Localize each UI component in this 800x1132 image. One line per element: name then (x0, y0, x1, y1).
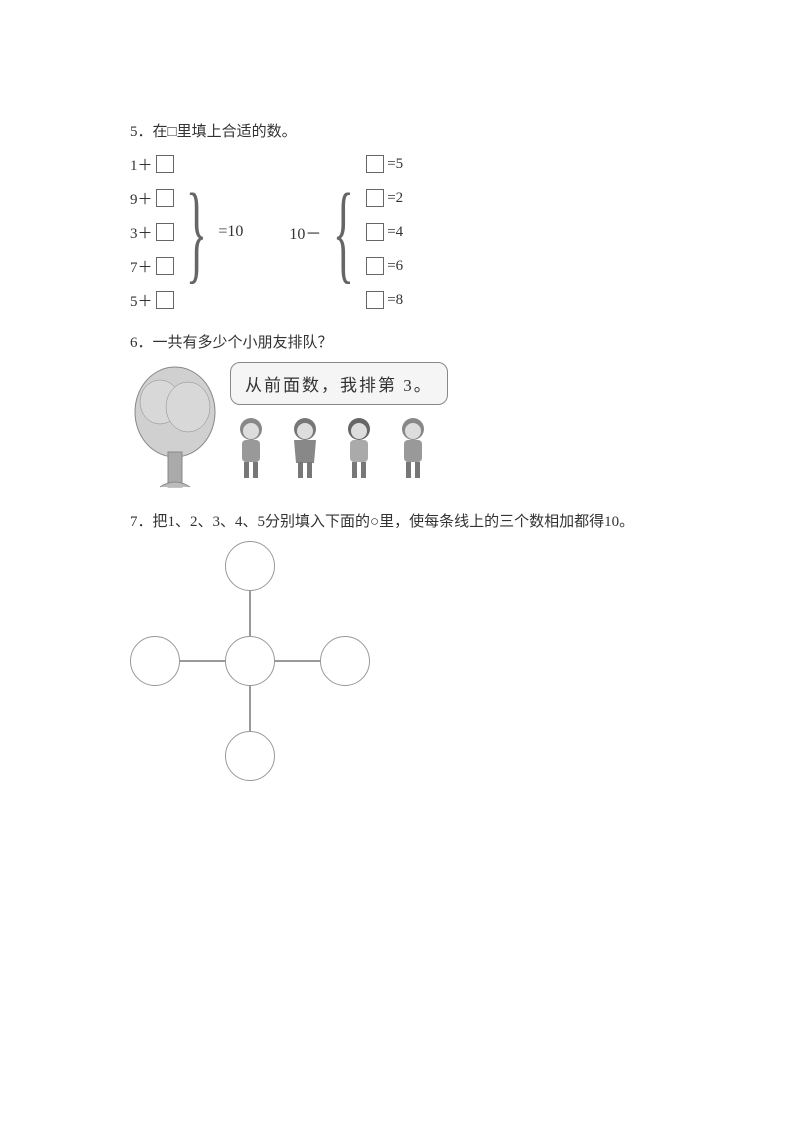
q6-text: 一共有多少个小朋友排队？ (153, 335, 333, 351)
kid-icon (284, 415, 326, 480)
answer-circle[interactable] (225, 541, 275, 591)
eq-text: =6 (387, 258, 403, 275)
q6-prompt: 6．一共有多少个小朋友排队？ (130, 331, 670, 352)
eq-text: 3＋ (130, 222, 153, 243)
question-6: 6．一共有多少个小朋友排队？ 从前面数，我排第 3。 (130, 331, 670, 492)
kid-icon (230, 415, 272, 480)
answer-circle[interactable] (225, 636, 275, 686)
eq-text: 7＋ (130, 256, 153, 277)
kid-icon (392, 415, 434, 480)
kids-row (230, 415, 448, 480)
kid-icon (338, 415, 380, 480)
q5-right-prefix: 10－ (289, 220, 321, 244)
answer-box[interactable] (156, 257, 174, 275)
q5-number: 5 (130, 124, 138, 140)
eq-text: =8 (387, 292, 403, 309)
q5-equations: 1＋ 9＋ 3＋ 7＋ 5＋ } =10 10－ { =5 =2 =4 =6 =… (130, 151, 670, 313)
question-7: 7．把1、2、3、4、5分别填入下面的○里，使每条线上的三个数相加都得10。 (130, 510, 670, 781)
answer-box[interactable] (366, 155, 384, 173)
q7-diagram (130, 541, 370, 781)
q5-left-result: =10 (218, 223, 243, 241)
eq-text: =2 (387, 190, 403, 207)
eq-text: 1＋ (130, 154, 153, 175)
answer-circle[interactable] (130, 636, 180, 686)
answer-box[interactable] (156, 223, 174, 241)
eq-row: 1＋ (130, 151, 174, 177)
q5-left-column: 1＋ 9＋ 3＋ 7＋ 5＋ (130, 151, 174, 313)
q6-illustration: 从前面数，我排第 3。 (130, 362, 670, 492)
tree-icon (130, 362, 220, 492)
answer-box[interactable] (366, 189, 384, 207)
q6-right-side: 从前面数，我排第 3。 (230, 362, 448, 480)
q6-number: 6 (130, 335, 138, 351)
answer-box[interactable] (156, 155, 174, 173)
question-5: 5．在□里填上合适的数。 1＋ 9＋ 3＋ 7＋ 5＋ } =10 10－ { … (130, 120, 670, 313)
eq-row: 3＋ (130, 219, 174, 245)
eq-row: =4 (366, 219, 403, 245)
speech-bubble: 从前面数，我排第 3。 (230, 362, 448, 405)
answer-circle[interactable] (225, 731, 275, 781)
q5-text: 在□里填上合适的数。 (153, 124, 297, 140)
eq-text: =4 (387, 224, 403, 241)
eq-row: =2 (366, 185, 403, 211)
answer-box[interactable] (156, 189, 174, 207)
answer-box[interactable] (366, 223, 384, 241)
q7-number: 7 (130, 514, 138, 530)
eq-text: 5＋ (130, 290, 153, 311)
q7-prompt: 7．把1、2、3、4、5分别填入下面的○里，使每条线上的三个数相加都得10。 (130, 510, 670, 531)
eq-row: =8 (366, 287, 403, 313)
answer-circle[interactable] (320, 636, 370, 686)
brace-icon: } (185, 162, 206, 302)
bubble-text: 从前面数，我排第 3。 (245, 376, 433, 395)
answer-box[interactable] (366, 257, 384, 275)
q7-text: 把1、2、3、4、5分别填入下面的○里，使每条线上的三个数相加都得10。 (153, 514, 635, 530)
q5-right-column: =5 =2 =4 =6 =8 (366, 151, 403, 313)
eq-row: 9＋ (130, 185, 174, 211)
tree-svg (130, 362, 220, 492)
eq-row: =6 (366, 253, 403, 279)
brace-icon: { (333, 162, 354, 302)
eq-text: =5 (387, 156, 403, 173)
eq-row: 5＋ (130, 287, 174, 313)
eq-row: =5 (366, 151, 403, 177)
eq-text: 9＋ (130, 188, 153, 209)
answer-box[interactable] (156, 291, 174, 309)
eq-row: 7＋ (130, 253, 174, 279)
q5-prompt: 5．在□里填上合适的数。 (130, 120, 670, 141)
answer-box[interactable] (366, 291, 384, 309)
